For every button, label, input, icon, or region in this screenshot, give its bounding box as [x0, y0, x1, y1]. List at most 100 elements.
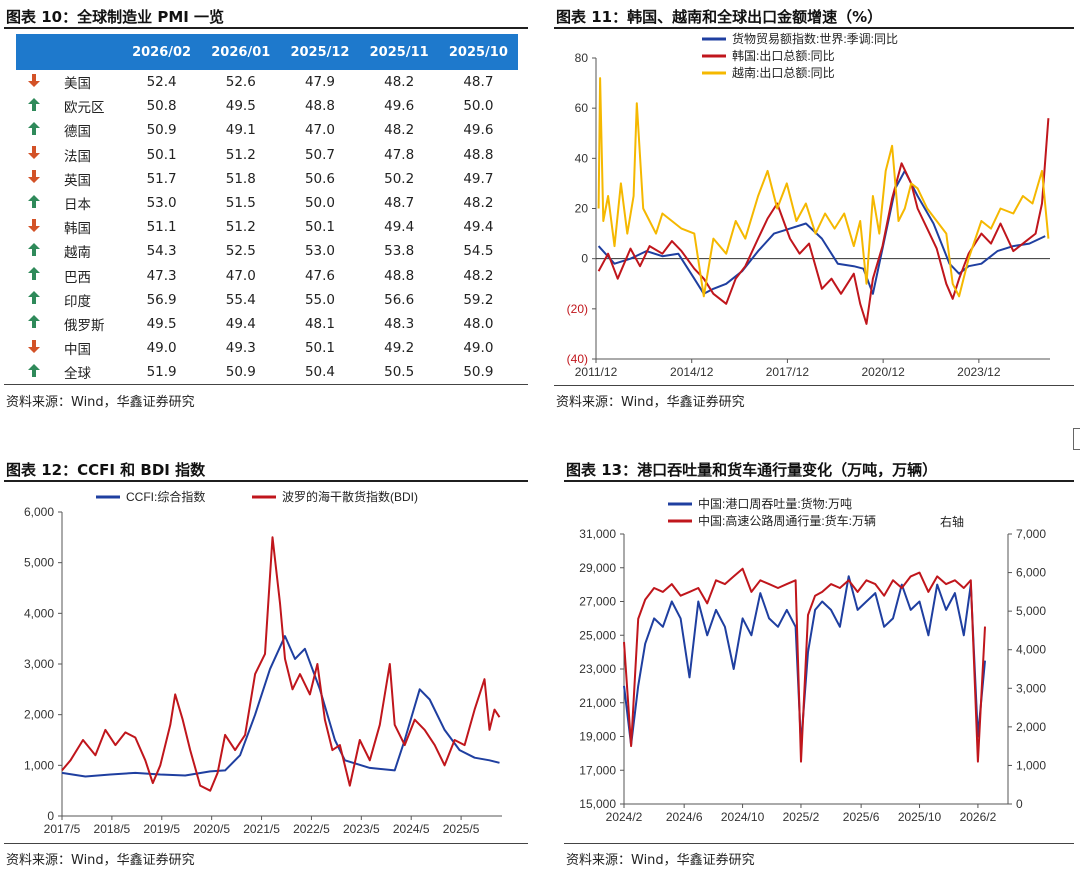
value-cell: 52.5 [225, 243, 256, 260]
arrow-up-icon [16, 191, 52, 215]
country-cell: 巴西 [64, 269, 91, 286]
value-cell: 48.2 [463, 195, 494, 212]
value-cell: 48.2 [384, 122, 415, 139]
table-row: 俄罗斯 49.5 49.4 48.1 48.3 48.0 [16, 312, 518, 336]
x-tick-label: 2018/5 [94, 822, 131, 836]
table-row: 巴西 47.3 47.0 47.6 48.8 48.2 [16, 264, 518, 288]
x-tick-label: 2011/12 [575, 365, 618, 379]
value-cell: 59.2 [463, 291, 494, 308]
country-cell: 德国 [64, 124, 91, 141]
chart12-source: 资料来源：Wind，华鑫证券研究 [6, 853, 195, 868]
y-tick-label: 0 [47, 809, 54, 823]
value-cell: 50.6 [304, 170, 335, 187]
value-cell: 50.7 [304, 146, 335, 163]
value-cell: 50.9 [146, 122, 177, 139]
y-tick-label: 5,000 [24, 556, 54, 570]
right-axis-label: 右轴 [940, 514, 964, 529]
value-cell: 52.6 [225, 74, 256, 91]
x-tick-label: 2025/5 [443, 822, 480, 836]
country-cell: 俄罗斯 [64, 317, 105, 334]
value-cell: 55.0 [304, 291, 335, 308]
arrow-down-icon [16, 143, 52, 167]
country-cell: 全球 [64, 366, 91, 383]
y-tick-label: 6,000 [24, 505, 54, 519]
value-cell: 48.7 [384, 195, 415, 212]
value-cell: 48.3 [384, 315, 415, 332]
chart11-bottom-rule [554, 385, 1074, 386]
arrow-down-icon [16, 167, 52, 191]
y-tick-label: 15,000 [579, 797, 616, 811]
x-tick-label: 2025/6 [843, 810, 880, 824]
value-cell: 53.8 [384, 243, 415, 260]
value-cell: 49.4 [384, 219, 415, 236]
value-cell: 50.1 [146, 146, 177, 163]
chart13-title-rule [564, 480, 1074, 482]
x-tick-label: 2025/2 [783, 810, 820, 824]
value-cell: 51.2 [225, 146, 256, 163]
y-tick-label: 21,000 [579, 696, 616, 710]
y-tick-label: 0 [581, 252, 588, 266]
value-cell: 55.4 [225, 291, 256, 308]
header-cell [16, 34, 52, 70]
chart11-source: 资料来源：Wind，华鑫证券研究 [556, 395, 745, 410]
table-row: 美国 52.4 52.6 47.9 48.2 48.7 [16, 70, 518, 94]
table-row: 欧元区 50.8 49.5 48.8 49.6 50.0 [16, 94, 518, 118]
value-cell: 48.8 [304, 98, 335, 115]
arrow-up-icon [16, 360, 52, 384]
value-cell: 50.1 [304, 219, 335, 236]
value-cell: 49.1 [225, 122, 256, 139]
series-line-0 [623, 575, 986, 746]
arrow-up-icon [16, 288, 52, 312]
x-tick-label: 2024/2 [606, 810, 643, 824]
header-cell: 2026/02 [122, 34, 202, 70]
value-cell: 50.1 [304, 340, 335, 357]
chart12: 0 1,000 2,000 3,000 4,000 5,000 6,000 2017/5 201… [24, 489, 502, 836]
x-tick-label: 2022/5 [293, 822, 330, 836]
country-cell: 印度 [64, 293, 91, 310]
chart13-bottom-rule [564, 843, 1074, 844]
table-row: 越南 54.3 52.5 53.0 53.8 54.5 [16, 239, 518, 263]
x-tick-label: 2021/5 [243, 822, 280, 836]
country-cell: 欧元区 [64, 100, 105, 117]
value-cell: 53.0 [304, 243, 335, 260]
country-cell: 中国 [64, 342, 91, 359]
value-cell: 50.2 [384, 170, 415, 187]
value-cell: 52.4 [146, 74, 177, 91]
y-right-tick-label: 5,000 [1016, 604, 1046, 618]
value-cell: 48.2 [384, 74, 415, 91]
table-row: 韩国 51.1 51.2 50.1 49.4 49.4 [16, 215, 518, 239]
x-tick-label: 2024/10 [721, 810, 765, 824]
y-tick-label: 1,000 [24, 758, 54, 772]
value-cell: 50.9 [225, 364, 256, 381]
value-cell: 51.7 [146, 170, 177, 187]
chart11-title-rule [554, 27, 1074, 29]
table-title: 图表 10：全球制造业 PMI 一览 [6, 8, 225, 26]
value-cell: 48.0 [463, 315, 494, 332]
value-cell: 54.3 [146, 243, 177, 260]
country-cell: 日本 [64, 197, 91, 214]
value-cell: 50.0 [463, 98, 494, 115]
y-tick-label: 29,000 [579, 561, 616, 575]
country-cell: 韩国 [64, 221, 91, 238]
table-row: 中国 49.0 49.3 50.1 49.2 49.0 [16, 336, 518, 360]
header-cell: 2026/01 [201, 34, 281, 70]
x-tick-label: 2023/12 [957, 365, 1001, 379]
table-row: 印度 56.9 55.4 55.0 56.6 59.2 [16, 288, 518, 312]
y-right-tick-label: 6,000 [1016, 566, 1046, 580]
value-cell: 48.7 [463, 74, 494, 91]
table-source: 资料来源：Wind，华鑫证券研究 [6, 395, 195, 410]
value-cell: 49.5 [146, 315, 177, 332]
y-tick-label: 2,000 [24, 708, 54, 722]
value-cell: 50.8 [146, 98, 177, 115]
table-bottom-rule [4, 384, 528, 385]
arrow-up-icon [16, 94, 52, 118]
header-cell: 2025/12 [280, 34, 360, 70]
y-tick-label: (40) [567, 352, 588, 366]
value-cell: 47.8 [384, 146, 415, 163]
arrow-up-icon [16, 118, 52, 142]
legend-label: 韩国:出口总额:同比 [732, 48, 835, 63]
x-tick-label: 2024/5 [393, 822, 430, 836]
y-tick-label: 31,000 [579, 527, 616, 541]
y-tick-label: 20 [575, 202, 589, 216]
value-cell: 48.1 [304, 315, 335, 332]
